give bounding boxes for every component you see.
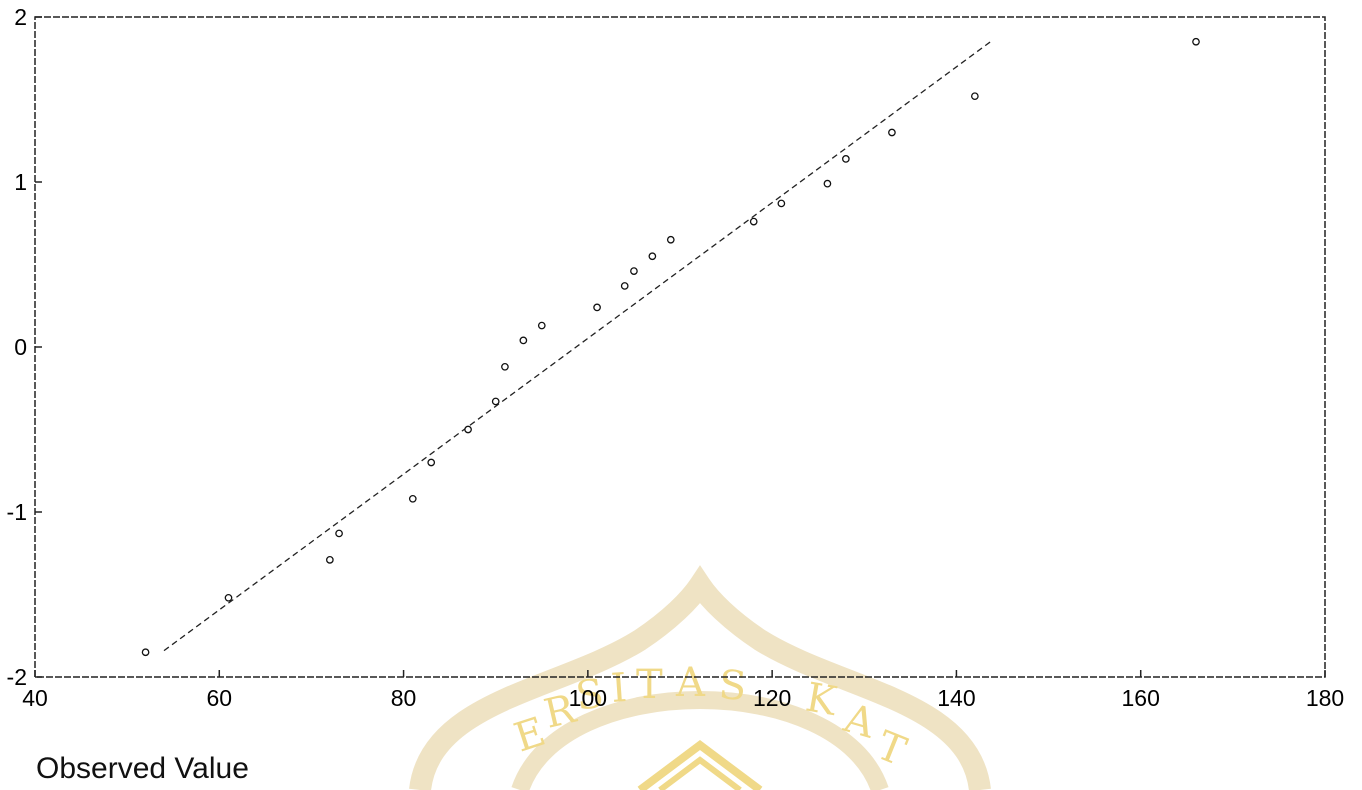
y-tick-label: 2: [14, 4, 27, 30]
data-point: [630, 267, 638, 275]
data-point: [335, 529, 343, 538]
svg-text:A: A: [675, 660, 706, 706]
svg-text:A: A: [838, 695, 880, 748]
x-axis-label: Observed Value: [36, 752, 249, 785]
plot-frame: [34, 16, 1326, 678]
x-axis-ticks: 40 60 80 100 120 140 160 180: [22, 670, 1344, 711]
data-point: [326, 555, 334, 564]
data-point: [823, 179, 832, 188]
svg-text:I: I: [609, 665, 628, 712]
data-point: [777, 199, 786, 208]
data-point: [501, 362, 509, 371]
x-tick-label: 120: [753, 685, 791, 711]
data-point: [408, 494, 417, 503]
data-points: [141, 37, 1200, 657]
svg-text:S: S: [717, 662, 748, 710]
x-tick-label: 180: [1306, 685, 1344, 711]
university-seal-watermark: E R S I T A S K A T: [409, 565, 991, 790]
x-tick-label: 100: [569, 685, 607, 711]
data-point: [464, 425, 472, 434]
x-tick-label: 140: [937, 685, 975, 711]
x-tick-label: 60: [206, 685, 232, 711]
data-point: [1192, 37, 1200, 46]
svg-text:T: T: [636, 662, 663, 708]
data-point: [842, 155, 850, 163]
x-tick-label: 160: [1122, 685, 1160, 711]
data-point: [537, 321, 546, 330]
data-point: [971, 92, 979, 101]
y-tick-label: 1: [14, 169, 27, 195]
data-point: [141, 648, 150, 657]
data-point: [666, 235, 675, 244]
data-point: [519, 336, 528, 345]
data-point: [427, 458, 436, 467]
reference-line: [163, 41, 991, 652]
svg-text:K: K: [802, 675, 841, 726]
data-point: [224, 593, 233, 602]
data-point: [648, 252, 657, 261]
x-tick-label: 40: [22, 685, 48, 711]
data-point: [620, 282, 629, 290]
x-tick-label: 80: [391, 685, 417, 711]
svg-text:T: T: [870, 723, 912, 776]
y-axis-ticks: 2 1 0 -1 -2: [7, 4, 42, 690]
y-tick-label: -1: [7, 499, 27, 525]
data-point: [593, 303, 601, 312]
svg-text:S: S: [573, 671, 607, 720]
data-point: [888, 128, 896, 137]
reference-line-group: [163, 41, 991, 652]
y-tick-label: -2: [7, 664, 27, 690]
y-tick-label: 0: [14, 334, 27, 360]
data-point: [491, 397, 500, 406]
data-point: [749, 217, 758, 226]
